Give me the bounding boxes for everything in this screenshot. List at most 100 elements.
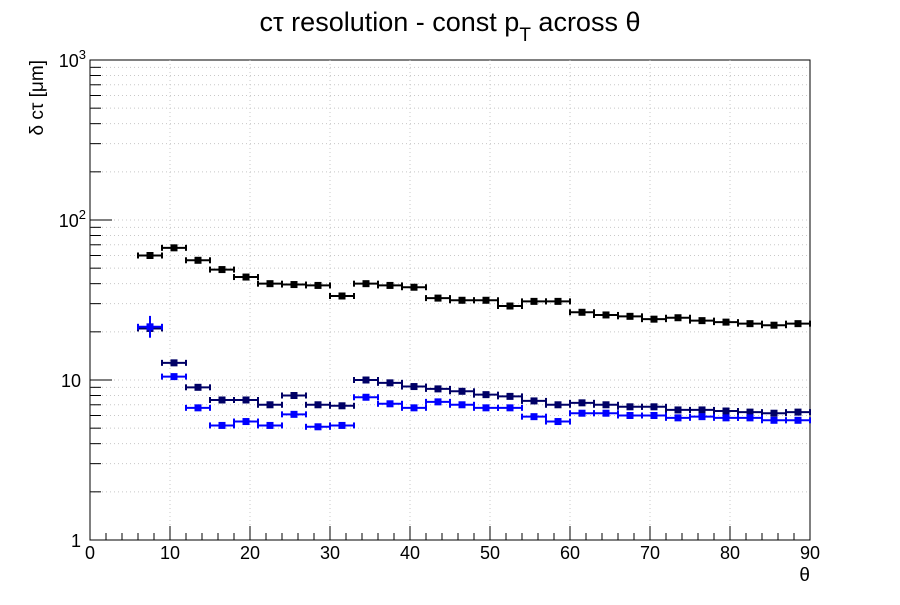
x-axis-label: θ (799, 565, 810, 586)
y-tick-label: 10 (61, 371, 81, 391)
x-tick-label: 90 (800, 543, 820, 563)
data-point (698, 413, 706, 421)
data-point (434, 385, 442, 393)
data-point (698, 317, 706, 325)
data-point (218, 421, 226, 429)
data-point (530, 297, 538, 305)
data-point (770, 416, 778, 424)
data-point (266, 401, 274, 409)
y-axis-label: δ cτ [μm] (27, 60, 48, 135)
data-point (242, 273, 250, 281)
data-point (794, 416, 802, 424)
y-tick-label: 103 (59, 47, 86, 71)
data-point (314, 401, 322, 409)
x-tick-label: 80 (720, 543, 740, 563)
data-point (650, 315, 658, 323)
data-point (362, 376, 370, 384)
y-tick-label-base: 1 (71, 531, 81, 551)
series-layer (137, 244, 811, 431)
data-point (794, 320, 802, 328)
data-point (506, 392, 514, 400)
data-point (458, 296, 466, 304)
data-point (242, 418, 250, 426)
data-point (410, 383, 418, 391)
x-tick-label: 40 (400, 543, 420, 563)
data-point (722, 407, 730, 415)
x-tick-label: 70 (640, 543, 660, 563)
data-point (386, 379, 394, 387)
data-point (170, 244, 178, 252)
data-point (458, 387, 466, 395)
data-point (362, 280, 370, 288)
data-point (554, 418, 562, 426)
data-point (386, 400, 394, 408)
chart-title-tail: across θ (531, 7, 641, 37)
data-point (218, 396, 226, 404)
data-point (506, 404, 514, 412)
data-point (170, 359, 178, 367)
data-point (434, 294, 442, 302)
data-point (458, 401, 466, 409)
x-tick-label: 30 (320, 543, 340, 563)
y-tick-label: 102 (59, 207, 86, 231)
data-point (266, 421, 274, 429)
data-point (722, 414, 730, 422)
data-point (194, 256, 202, 264)
data-point (482, 404, 490, 412)
data-point (722, 318, 730, 326)
data-point (146, 251, 154, 259)
data-point (578, 308, 586, 316)
series-1 (137, 244, 811, 329)
data-point (410, 404, 418, 412)
data-point (770, 409, 778, 417)
data-point (674, 414, 682, 422)
data-point (626, 411, 634, 419)
data-point (194, 404, 202, 412)
data-point (170, 373, 178, 381)
y-tick-label-base: 10 (59, 51, 79, 71)
data-point (290, 392, 298, 400)
data-point (290, 410, 298, 418)
x-tick-label: 20 (240, 543, 260, 563)
y-tick-label-exponent: 3 (79, 47, 86, 62)
data-point (746, 414, 754, 422)
data-point (530, 413, 538, 421)
data-point (482, 296, 490, 304)
data-point (626, 403, 634, 411)
chart-title-main: cτ resolution - const p (260, 7, 520, 37)
y-tick-label-base: 10 (59, 211, 79, 231)
data-point (530, 397, 538, 405)
data-point (650, 411, 658, 419)
data-point (746, 408, 754, 416)
data-point (650, 403, 658, 411)
data-point (290, 281, 298, 289)
data-point (578, 409, 586, 417)
data-point (506, 302, 514, 310)
data-point (602, 409, 610, 417)
data-point (602, 311, 610, 319)
data-point (338, 402, 346, 410)
x-tick-label: 0 (85, 543, 95, 563)
data-point (554, 297, 562, 305)
data-point (194, 383, 202, 391)
data-point (626, 312, 634, 320)
data-point (482, 391, 490, 399)
y-tick-label-exponent: 2 (79, 207, 86, 222)
x-tick-label: 10 (160, 543, 180, 563)
data-point (314, 281, 322, 289)
data-point (746, 320, 754, 328)
data-point (266, 280, 274, 288)
data-point (242, 396, 250, 404)
series-3 (137, 323, 811, 431)
series-2 (137, 324, 811, 417)
data-point (362, 393, 370, 401)
data-point (434, 398, 442, 406)
y-tick-label-base: 10 (61, 371, 81, 391)
data-point (410, 283, 418, 291)
y-tick-label: 1 (71, 531, 81, 551)
data-point (794, 408, 802, 416)
data-point (674, 314, 682, 322)
chart-title-subscript: T (519, 25, 531, 46)
